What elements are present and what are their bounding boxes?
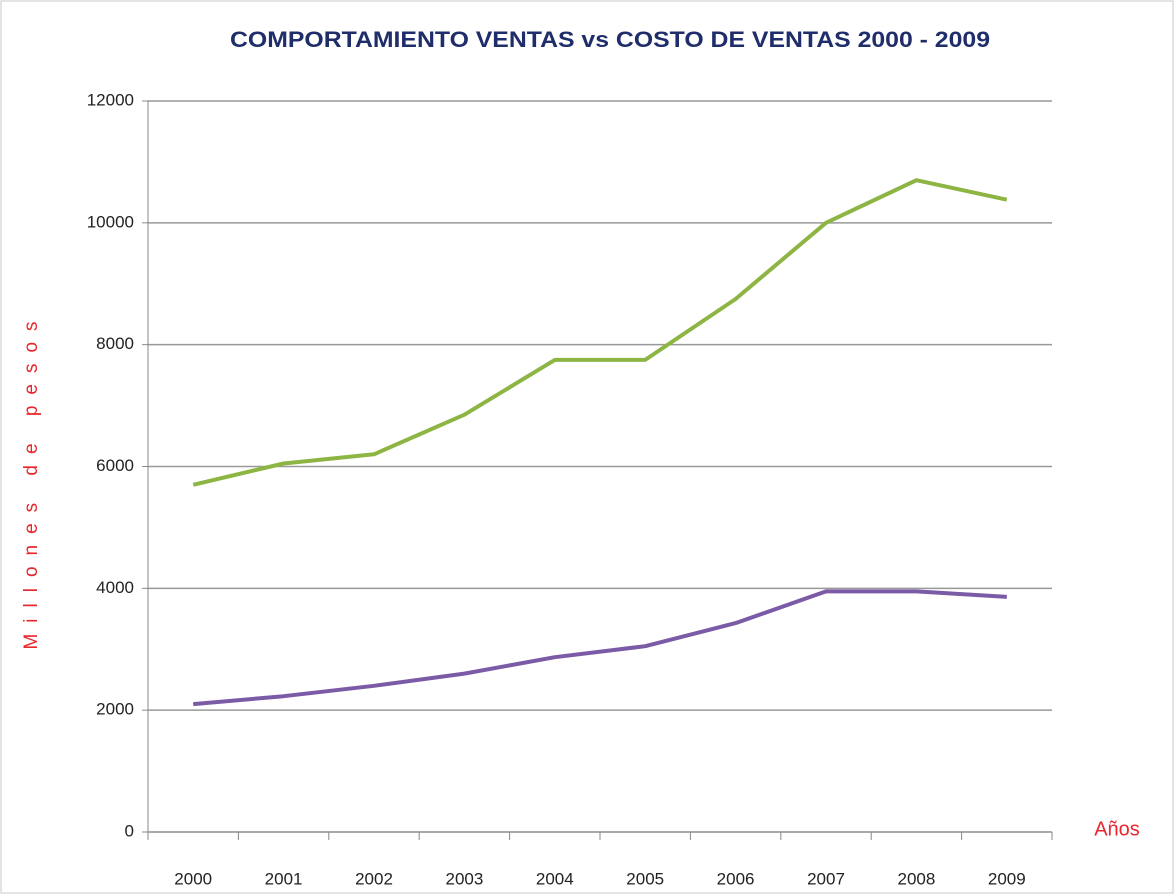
y-tick-label: 4000: [96, 578, 134, 597]
y-axis-label: Millones de pesos: [21, 310, 42, 649]
x-tick-label: 2007: [807, 869, 845, 888]
x-tick-label: 2008: [897, 869, 935, 888]
y-tick-label: 0: [125, 821, 134, 840]
x-tick-label: 2003: [445, 869, 483, 888]
chart-title: COMPORTAMIENTO VENTAS vs COSTO DE VENTAS…: [230, 27, 990, 52]
series-line: [193, 589, 1007, 707]
y-tick-label: 8000: [96, 334, 134, 353]
y-tick-label: 10000: [87, 212, 134, 231]
x-tick-label: 2009: [988, 869, 1026, 888]
x-tick-label: 2002: [355, 869, 393, 888]
x-tick-label: 2005: [626, 869, 664, 888]
y-tick-label: 6000: [96, 456, 134, 475]
x-tick-label: 2000: [174, 869, 212, 888]
y-tick-label: 2000: [96, 700, 134, 719]
x-tick-label: 2001: [265, 869, 303, 888]
x-axis-label: Años: [1094, 818, 1140, 840]
series-line: [192, 178, 1008, 487]
x-tick-label: 2006: [717, 869, 755, 888]
y-tick-label: 12000: [87, 90, 134, 109]
x-tick-label: 2004: [536, 869, 574, 888]
